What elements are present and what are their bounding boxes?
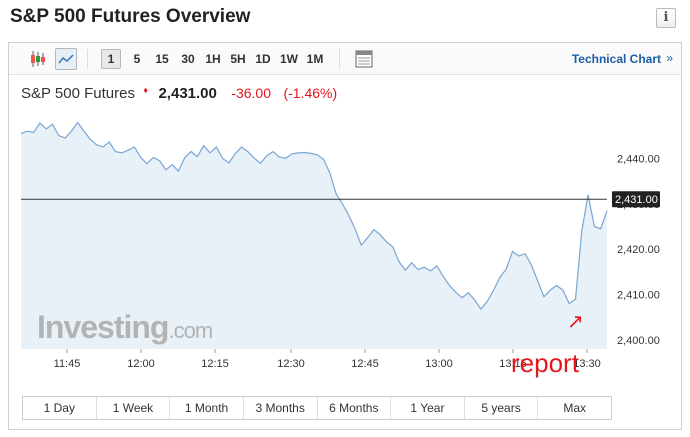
y-tick-label: 2,420.00: [617, 244, 660, 256]
chart-panel: Investing.com 2,440.002,430.002,420.002,…: [8, 42, 682, 430]
x-tick-label: 11:45: [54, 358, 81, 370]
last-price: 2,431.00: [158, 85, 217, 102]
price-change: -36.00: [231, 85, 272, 101]
last-price-tag-label: 2,431.00: [615, 194, 658, 206]
instrument-name: S&P 500 Futures: [21, 85, 135, 102]
price-area: [21, 122, 607, 349]
x-tick-label: 13:30: [573, 358, 601, 370]
range-5[interactable]: 5: [133, 52, 141, 66]
range-1d[interactable]: 1D: [255, 52, 271, 66]
quote-header: S&P 500 Futures ♦ 2,431.00 -36.00 (-1.46…: [21, 85, 337, 105]
x-tick-label: 13:15: [499, 358, 527, 370]
range-1m[interactable]: 1M: [306, 52, 324, 66]
watermark-suffix: .com: [168, 318, 212, 343]
period-max[interactable]: Max: [538, 397, 611, 419]
page-title: S&P 500 Futures Overview: [10, 6, 251, 27]
x-tick-label: 13:00: [425, 358, 453, 370]
x-tick-label: 12:00: [127, 358, 155, 370]
period-1-year[interactable]: 1 Year: [391, 397, 465, 419]
line-chart-icon[interactable]: [55, 48, 77, 70]
investing-watermark: Investing.com: [37, 309, 212, 345]
chart-toolbar: 1 5 15 30 1H 5H 1D 1W 1M Technical Chart…: [9, 43, 681, 75]
toolbar-divider: [339, 49, 340, 69]
table-view-icon[interactable]: [353, 48, 375, 70]
watermark-brand: Investing: [37, 309, 168, 345]
price-line: [20, 121, 608, 311]
range-1[interactable]: 1: [101, 49, 121, 69]
toolbar-divider: [87, 49, 88, 69]
candlestick-chart-icon[interactable]: [27, 48, 49, 70]
y-tick-label: 2,400.00: [617, 335, 660, 347]
period-3-months[interactable]: 3 Months: [243, 397, 318, 419]
chevron-right-icon[interactable]: »: [666, 51, 673, 65]
price-change-percent: (-1.46%): [283, 85, 338, 101]
range-5h[interactable]: 5H: [230, 52, 246, 66]
x-tick-label: 12:30: [277, 358, 305, 370]
technical-chart-link[interactable]: Technical Chart: [571, 52, 661, 66]
report-annotation-arrow: ↗: [567, 309, 584, 333]
down-arrow-icon: ♦: [143, 85, 149, 95]
y-tick-label: 2,410.00: [617, 290, 660, 302]
range-15[interactable]: 15: [155, 52, 169, 66]
range-1w[interactable]: 1W: [280, 52, 298, 66]
y-tick-label: 2,440.00: [617, 153, 660, 165]
last-price-tag: [612, 191, 660, 208]
price-chart[interactable]: Investing.com 2,440.002,430.002,420.002,…: [9, 43, 681, 429]
range-1h[interactable]: 1H: [205, 52, 221, 66]
period-5-years[interactable]: 5 years: [464, 397, 539, 419]
period-1-week[interactable]: 1 Week: [96, 397, 171, 419]
x-tick-label: 12:15: [201, 358, 229, 370]
range-30[interactable]: 30: [181, 52, 195, 66]
period-1-month[interactable]: 1 Month: [170, 397, 244, 419]
info-button[interactable]: i: [656, 8, 676, 28]
period-selector: 1 Day 1 Week 1 Month 3 Months 6 Months 1…: [22, 396, 612, 420]
x-tick-label: 12:45: [351, 358, 379, 370]
period-1-day[interactable]: 1 Day: [23, 397, 97, 419]
report-annotation-text: report: [511, 348, 580, 378]
period-6-months[interactable]: 6 Months: [317, 397, 392, 419]
